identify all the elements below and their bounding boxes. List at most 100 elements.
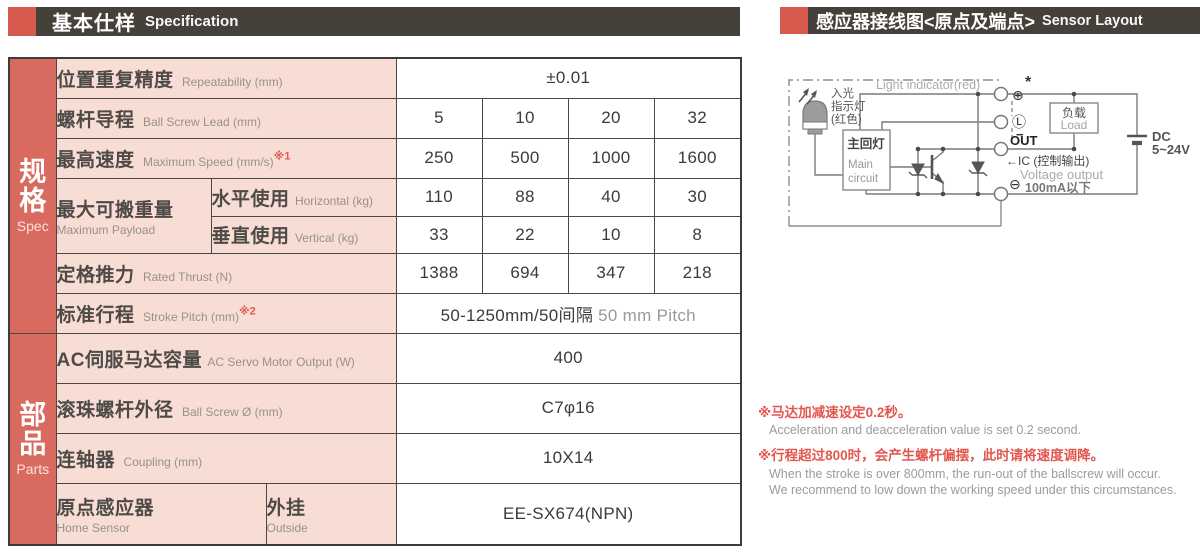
footnote-mark-1: ※1 — [273, 150, 291, 163]
main-circuit-en-1: Main — [848, 159, 873, 171]
label-zh: 位置重复精度 — [56, 69, 174, 91]
light-indicator-zh-2: 指示灯 — [831, 99, 866, 113]
label-en: Coupling (mm) — [123, 454, 203, 469]
transistor-and-zener-symbols — [908, 155, 988, 185]
value-speed-2: 500 — [481, 137, 569, 179]
terminal-circles — [993, 86, 1009, 202]
label-ball-screw-dia: 滚珠螺杆外径 Ball Screw Ø (mm) — [55, 382, 397, 434]
group-parts-zh: 部品 — [19, 399, 47, 459]
label-home-sensor: 原点感应器 Home Sensor — [55, 482, 267, 546]
table-row: 最大可搬重量 Maximum Payload 水平使用 Horizontal (… — [9, 177, 742, 254]
table-row: 定格推力 Rated Thrust (N) 1388 694 347 218 — [9, 252, 742, 294]
label-en: Stroke Pitch (mm) — [142, 309, 239, 324]
load-zh: 负载 — [1062, 106, 1086, 120]
value-stroke: 50-1250mm/50间隔 50 mm Pitch — [395, 292, 742, 334]
main-circuit-box — [842, 129, 891, 191]
group-header-parts: 部品 Parts — [8, 332, 57, 546]
battery-icon — [1127, 134, 1147, 146]
current-limit-label: 100mA以下 — [1025, 181, 1091, 195]
label-zh: 外挂 — [266, 497, 306, 519]
label-en: Ball Screw Lead (mm) — [142, 114, 261, 129]
value-horiz-2: 88 — [481, 177, 569, 217]
dc-label: DC — [1152, 129, 1171, 144]
label-zh: 垂直使用 — [211, 226, 290, 247]
label-zh: 最高速度 — [56, 149, 135, 171]
header-bar: 感应器接线图<原点及端点> Sensor Layout — [808, 7, 1200, 34]
table-row: 螺杆导程 Ball Screw Lead (mm) 5 10 20 32 — [9, 97, 742, 139]
table-row: 滚珠螺杆外径 Ball Screw Ø (mm) C7φ16 — [9, 382, 742, 434]
minus-small-symbol: − — [1016, 127, 1024, 142]
label-max-payload: 最大可搬重量 Maximum Payload — [55, 177, 212, 254]
label-en: Vertical (kg) — [294, 231, 359, 245]
label-payload-horizontal: 水平使用 Horizontal (kg) — [210, 177, 397, 217]
label-servo-output: AC伺服马达容量 AC Servo Motor Output (W) — [55, 332, 397, 384]
value-stroke-en: 50 mm Pitch — [593, 305, 696, 325]
label-en: Rated Thrust (N) — [142, 269, 233, 284]
red-accent-square — [780, 7, 808, 34]
label-en: Home Sensor — [56, 520, 130, 535]
header-title-zh: 感应器接线图<原点及端点> — [816, 11, 1036, 32]
table-row: 最高速度 Maximum Speed (mm/s)※1 250 500 1000… — [9, 137, 742, 179]
value-vert-4: 8 — [653, 215, 742, 254]
label-zh: 水平使用 — [211, 188, 290, 210]
table-row: 垂直使用 Vertical (kg) 33 22 10 8 — [9, 215, 742, 254]
ic-output-label: ←IC (控制输出) — [1006, 153, 1089, 168]
label-zh: 连轴器 — [56, 449, 116, 471]
voltage-output-label: Voltage output — [1020, 167, 1104, 182]
header-title-en: Specification — [145, 13, 239, 30]
value-repeatability: ±0.01 — [395, 57, 742, 99]
value-thrust-4: 218 — [653, 252, 742, 294]
note-2-en-line1: When the stroke is over 800mm, the run-o… — [769, 466, 1161, 481]
section-header-sensor-layout: 感应器接线图<原点及端点> Sensor Layout — [780, 7, 1200, 34]
header-title-en: Sensor Layout — [1042, 12, 1143, 29]
junction-dots — [915, 91, 1077, 197]
footnotes: ※马达加减速设定0.2秒。 Acceleration and deacceler… — [758, 404, 1200, 498]
light-indicator-zh-3: (红色) — [831, 112, 862, 126]
group-header-spec: 规格 Spec — [8, 57, 57, 334]
value-speed-1: 250 — [395, 137, 483, 179]
label-zh: 原点感应器 — [56, 497, 155, 519]
value-horiz-4: 30 — [653, 177, 742, 217]
label-zh: 最大可搬重量 — [56, 199, 174, 221]
out-terminal-label: OUT — [1010, 133, 1038, 148]
value-servo-output: 400 — [395, 332, 742, 384]
label-en: Maximum Payload — [56, 222, 156, 237]
light-indicator-en: Light indicator(red) — [876, 78, 980, 92]
value-thrust-3: 347 — [567, 252, 655, 294]
value-horiz-3: 40 — [567, 177, 655, 217]
label-en: Outside — [266, 520, 308, 535]
label-max-speed: 最高速度 Maximum Speed (mm/s)※1 — [55, 137, 397, 179]
value-lead-3: 20 — [567, 97, 655, 139]
value-coupling: 10X14 — [395, 432, 742, 484]
label-payload-vertical: 垂直使用 Vertical (kg) — [210, 215, 397, 254]
light-indicator-zh-1: 入光 — [831, 86, 854, 100]
value-lead-2: 10 — [481, 97, 569, 139]
label-zh: AC伺服马达容量 — [56, 349, 202, 371]
value-vert-1: 33 — [395, 215, 483, 254]
value-stroke-zh: 50-1250mm/50间隔 — [440, 305, 594, 325]
sensor-wiring-diagram: 入光 指示灯 (红色) Light indicator(red) 主回灯 Mai… — [788, 74, 1190, 227]
value-home-sensor: EE-SX674(NPN) — [395, 482, 742, 546]
footnote-mark-2: ※2 — [238, 305, 256, 318]
label-en: AC Servo Motor Output (W) — [207, 354, 355, 369]
header-bar: 基本仕样 Specification — [36, 7, 740, 36]
main-circuit-zh: 主回灯 — [847, 136, 885, 151]
specification-table: 规格 Spec 位置重复精度 Repeatability (mm) ±0.01 … — [8, 57, 742, 546]
label-repeatability: 位置重复精度 Repeatability (mm) — [55, 57, 397, 99]
table-row: 标准行程 Stroke Pitch (mm)※2 50-1250mm/50间隔 … — [9, 292, 742, 334]
note-2-zh: ※行程超过800时，会产生螺杆偏摆，此时请将速度调降。 — [758, 448, 1105, 464]
section-header-specification: 基本仕样 Specification — [8, 7, 740, 36]
value-horiz-1: 110 — [395, 177, 483, 217]
load-en: Load — [1061, 118, 1088, 132]
dc-voltage-label: 5~24V — [1152, 142, 1190, 157]
note-2-en-line2: We recommend to low down the working spe… — [769, 482, 1177, 497]
value-ball-screw-dia: C7φ16 — [395, 382, 742, 434]
label-zh: 螺杆导程 — [56, 109, 135, 131]
label-en: Horizontal (kg) — [294, 193, 373, 208]
led-indicator-icon — [798, 88, 828, 135]
label-zh: 定格推力 — [56, 264, 135, 286]
value-speed-4: 1600 — [653, 137, 742, 179]
header-title-zh: 基本仕样 — [52, 13, 136, 35]
label-en: Maximum Speed (mm/s) — [142, 154, 274, 169]
label-en: Repeatability (mm) — [181, 74, 283, 89]
